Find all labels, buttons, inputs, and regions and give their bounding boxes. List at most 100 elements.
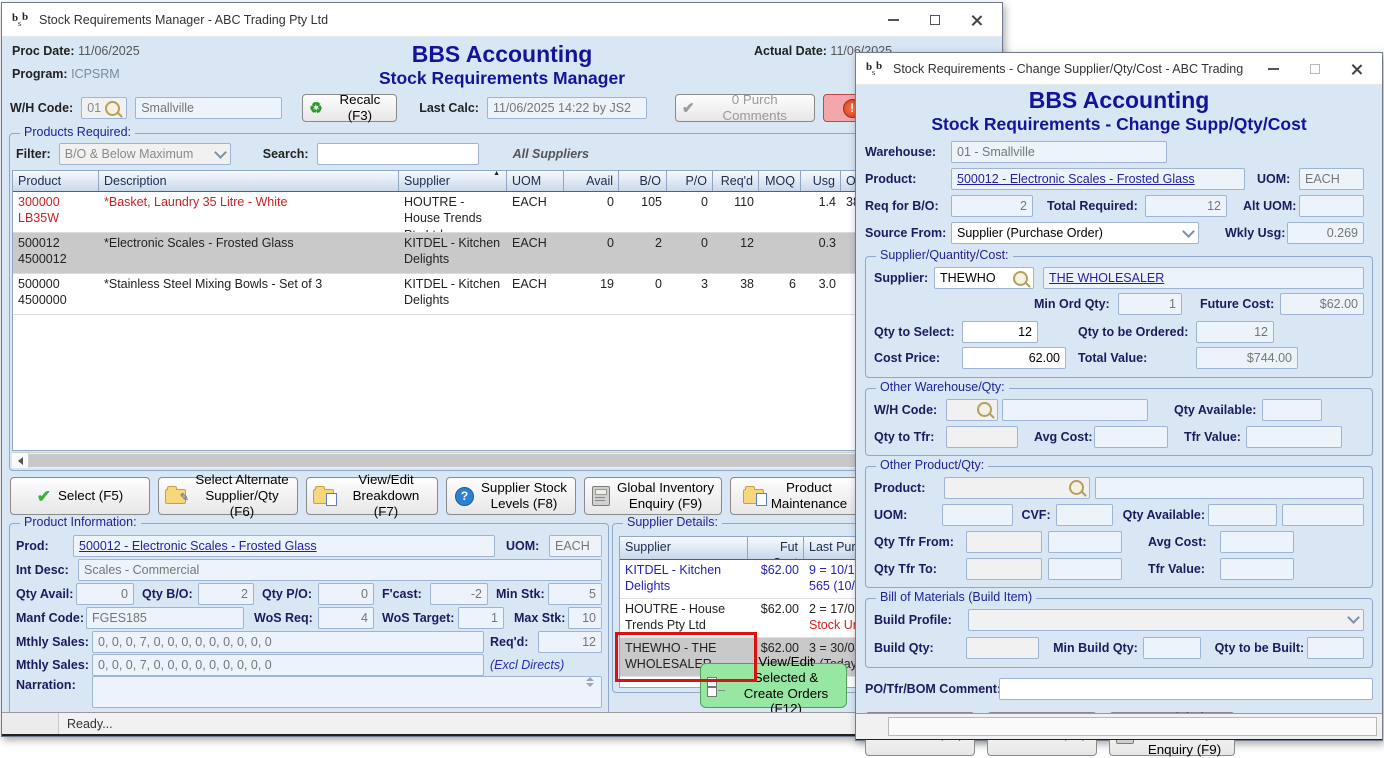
col-fut-cost[interactable]: Fut Cost [748,537,804,559]
table-row-selected[interactable]: 500012 4500012 *Electronic Scales - Frost… [13,233,993,274]
app-title: BBS Accounting [411,41,593,67]
prod-link-field[interactable]: 500012 - Electronic Scales - Frosted Gla… [73,535,495,557]
int-desc-label: Int Desc: [16,563,69,577]
search-input[interactable] [316,143,479,165]
qty-tfr-from-label: Qty Tfr From: [874,534,954,549]
build-profile-label: Build Profile: [874,612,952,627]
mthly-sales-excl-field: 0, 0, 0, 7, 0, 0, 0, 0, 0, 0, 0, 0, 0 [92,653,484,676]
qty-bo-field: 2 [198,583,254,605]
dialog-screen-title: Stock Requirements - Change Supp/Qty/Cos… [931,114,1307,134]
recycle-icon: ♻ [309,99,323,117]
col-description[interactable]: Description [99,171,399,191]
program-value: ICPSRM [71,67,120,81]
qty-tfr-to-input[interactable] [966,557,1042,580]
wh-code-input[interactable] [946,398,998,421]
table-row[interactable]: 500000 4500000 *Stainless Steel Mixing Bo… [13,274,993,315]
col-supplier[interactable]: Supplier [620,537,748,559]
last-calc-field: 11/06/2025 14:22 by JS2 [486,97,647,119]
purch-comments-button[interactable]: ✔ 0 Purch Comments [674,92,815,123]
excl-directs-label: (Excl Directs) [490,657,565,672]
col-uom[interactable]: UOM [507,171,564,191]
col-supplier[interactable]: Supplier ▲ [399,171,507,191]
svg-text:b: b [12,12,18,24]
recalc-button[interactable]: ♻ Recalc (F3) [302,92,398,123]
select-button[interactable]: ✔ Select (F5) [10,477,150,515]
supplier-name-link[interactable]: THE WHOLESALER [1043,267,1364,289]
proc-date: Proc Date: 11/06/2025 [12,44,140,58]
qty-to-tfr-input[interactable] [946,425,1018,448]
supplier-code-input[interactable]: THEWHO [934,267,1034,289]
col-usg[interactable]: Usg [801,171,841,191]
int-desc-field: Scales - Commercial [78,559,602,581]
dialog-title-bar: b s b Stock Requirements - Change Suppli… [856,53,1382,85]
filter-dropdown[interactable]: B/O & Below Maximum [58,143,231,165]
mthly-sales-label: Mthly Sales: [16,634,89,649]
horizontal-scrollbar[interactable] [12,452,994,468]
products-table-header[interactable]: Product Description Supplier ▲ UOM Avail … [13,171,993,192]
build-profile-dropdown[interactable] [968,608,1364,631]
col-moq[interactable]: MOQ [759,171,801,191]
qty-tfr-from-input[interactable] [966,530,1042,553]
qty-to-be-ordered-label: Qty to be Ordered: [1078,325,1189,339]
dialog-title: Stock Requirements - Change Supplier/Qty… [893,61,1245,76]
cost-price-input[interactable]: 62.00 [962,347,1066,369]
product-maintenance-button[interactable]: Product Maintenance [730,477,860,515]
wos-target-label: WoS Target: [382,611,455,625]
main-window-title: Stock Requirements Manager - ABC Trading… [39,12,329,27]
qty-to-be-ordered-field: 12 [1196,321,1274,343]
dialog-app-title: BBS Accounting [1028,87,1210,113]
last-calc-label: Last Calc: [419,101,479,115]
supplier-stock-levels-button[interactable]: ? Supplier Stock Levels (F8) [446,477,576,515]
status-text: Ready... [67,716,113,731]
scrollbar-thumb[interactable] [29,454,964,467]
avg-cost-label: Avg Cost: [1148,534,1207,549]
wh-code-input[interactable]: 01 [81,97,128,119]
uom-field: EACH [1299,168,1364,190]
narration-input[interactable] [92,676,602,708]
chevron-down-icon [1347,611,1360,624]
col-reqd[interactable]: Req'd [713,171,759,191]
maximize-icon[interactable] [1294,54,1336,84]
mthly-sales-field: 0, 0, 0, 7, 0, 0, 0, 0, 0, 0, 0, 0, 0 [92,630,484,653]
bill-of-materials-legend: Bill of Materials (Build Item) [876,590,1037,604]
source-from-dropdown[interactable]: Supplier (Purchase Order) [951,222,1199,244]
min-ord-qty-field: 1 [1118,292,1182,315]
spinner-arrows-icon[interactable] [586,677,596,687]
search-lookup-icon[interactable] [977,402,992,417]
program-label: Program: [12,67,68,81]
cost-price-label: Cost Price: [874,351,940,365]
qty-avail-label: Qty Avail: [16,587,74,601]
table-row[interactable]: 300000 LB35W *Basket, Laundry 35 Litre - … [13,192,993,233]
close-icon[interactable] [956,5,998,35]
col-avail[interactable]: Avail [564,171,619,191]
source-from-label: Source From: [865,226,947,240]
search-lookup-icon[interactable] [1069,480,1084,495]
qty-avail-field: 0 [76,583,134,605]
scroll-left-icon[interactable] [12,453,29,468]
status-cell [2,713,59,734]
minimize-icon[interactable] [1252,54,1294,84]
select-alternate-supplier-button[interactable]: ✎ Select Alternate Supplier/Qty (F6) [158,472,298,519]
search-lookup-icon[interactable] [105,100,121,116]
view-edit-create-orders-button[interactable]: ✓ View/Edit Selected & Create Orders (F12… [700,654,847,716]
po-tfr-bom-comment-input[interactable] [999,678,1373,700]
min-ord-qty-label: Min Ord Qty: [1034,296,1110,311]
product-information-legend: Product Information: [20,515,141,529]
view-edit-breakdown-button[interactable]: View/Edit Breakdown (F7) [306,472,438,519]
checkbox-list-icon: ✓ [707,676,725,697]
product-link-field[interactable]: 500012 - Electronic Scales - Frosted Gla… [951,168,1245,190]
close-icon[interactable] [1336,54,1378,84]
maximize-icon[interactable] [914,5,956,35]
search-lookup-icon[interactable] [1013,270,1028,286]
other-warehouse-group: Other Warehouse/Qty: W/H Code: Qty Avail… [865,380,1373,456]
calculator-icon [591,486,610,506]
col-bo[interactable]: B/O [619,171,667,191]
fcast-label: F'cast: [382,587,422,601]
qty-to-select-input[interactable]: 12 [962,321,1038,343]
product-code-input[interactable] [944,476,1090,499]
minimize-icon[interactable] [872,5,914,35]
col-product[interactable]: Product [13,171,99,191]
col-po[interactable]: P/O [667,171,713,191]
build-qty-input[interactable] [966,637,1040,659]
